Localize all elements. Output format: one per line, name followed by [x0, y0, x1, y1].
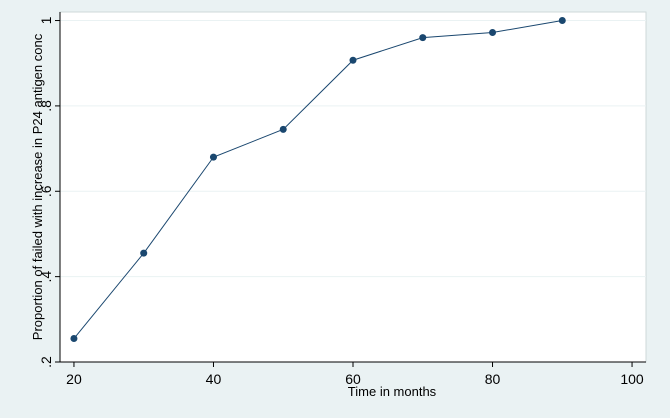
- data-point: [558, 17, 566, 25]
- data-point: [419, 34, 427, 42]
- data-point: [70, 335, 78, 343]
- y-tick-label: .4: [38, 271, 54, 283]
- data-point: [349, 56, 357, 64]
- y-tick-label: .2: [38, 356, 54, 368]
- data-point: [209, 153, 217, 161]
- series-line: [73, 20, 563, 339]
- y-ticks: .2 .4 .6 .8 1: [38, 16, 60, 368]
- y-tick-label: 1: [38, 16, 54, 24]
- series-markers: [70, 17, 566, 343]
- plot-area: [59, 11, 647, 363]
- x-ticks: 20 40 60 80 100: [66, 362, 644, 387]
- y-axis-title: Proportion of failed with increase in P2…: [30, 33, 45, 340]
- x-tick-label: 40: [206, 371, 222, 387]
- data-point: [140, 249, 148, 257]
- x-axis-title: Time in months: [348, 384, 437, 399]
- y-tick-label: .6: [38, 185, 54, 197]
- x-tick-label: 60: [345, 371, 361, 387]
- data-point: [279, 125, 287, 133]
- data-point: [489, 28, 497, 36]
- x-tick-label: 20: [66, 371, 82, 387]
- x-tick-label: 100: [620, 371, 644, 387]
- x-tick-label: 80: [485, 371, 501, 387]
- y-tick-label: .8: [38, 100, 54, 112]
